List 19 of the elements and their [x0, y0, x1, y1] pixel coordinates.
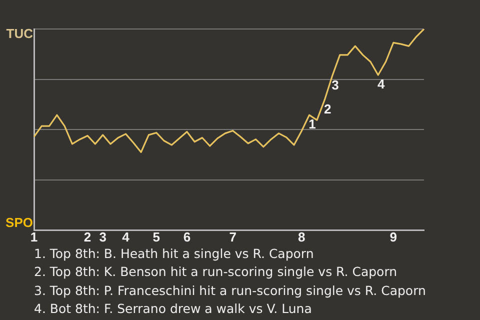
x-tick-label: 9: [390, 229, 398, 244]
x-tick-label: 7: [229, 229, 236, 244]
text: 1. Top 8th: B. Heath hit a single vs R. Caporn: [34, 245, 315, 263]
text: TUC: [5, 26, 33, 41]
x-tick-label: 2: [84, 229, 92, 244]
annotation: 4: [378, 76, 386, 92]
x-tick-label: 1: [30, 229, 38, 244]
x-tick-label: 8: [298, 229, 306, 244]
annotation: 3: [332, 78, 339, 93]
x-tick-label: 5: [152, 229, 160, 244]
annotation: 1: [308, 116, 316, 132]
text: SPO: [4, 215, 33, 230]
text: 2. Top 8th: K. Benson hit a run-scoring single vs R. Caporn: [34, 263, 398, 282]
text: 4. Bot 8th: F. Serrano drew a walk vs V. Luna: [34, 300, 313, 318]
annotation: 2: [324, 102, 332, 117]
x-tick-label: 4: [122, 229, 130, 244]
x-tick-label: 6: [183, 229, 191, 244]
x-tick-label: 3: [99, 229, 106, 244]
text: 3. Top 8th: P. Franceschini hit a run-scoring single vs R. Caporn: [34, 282, 426, 300]
